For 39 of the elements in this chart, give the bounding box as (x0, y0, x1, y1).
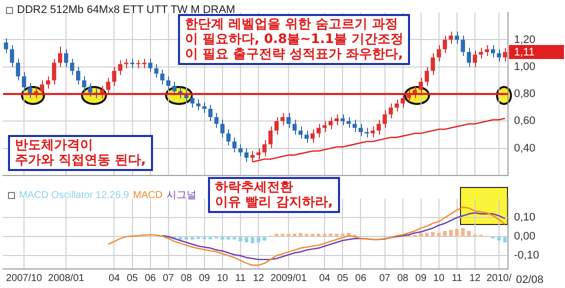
x-tick-label: 04 (319, 272, 331, 284)
x-tick-label: 2007/10 (6, 272, 43, 284)
x-tick-label: 07 (162, 272, 174, 284)
text: 1,11 (514, 46, 535, 58)
x-tick-label: 12 (469, 272, 481, 284)
x-tick-label: 09 (198, 272, 210, 284)
text: MACD (133, 190, 162, 200)
y-tick-label: 0,80 (514, 88, 536, 100)
x-tick-label: 06 (144, 272, 156, 284)
y-tick-label: 0,10 (514, 212, 536, 224)
x-tick-label: 08 (397, 272, 409, 284)
y-tick-label: 0,40 (514, 142, 536, 154)
annotation: 한단계 레벨업을 위한 숨고르기 과정 이 필요하다, 0.8불~1.1불 기간조정 이 필요 출구전략 성적표가 좌우한다, (185, 17, 404, 62)
x-tick-label: 05 (337, 272, 349, 284)
x-tick-label: 04 (108, 272, 120, 284)
x-tick-label: 2009/01 (270, 272, 308, 284)
x-tick-label: 2008/01 (48, 272, 85, 284)
x-tick-label: 09 (415, 272, 427, 284)
text: MACD Oscillator 12,26,9 (19, 190, 130, 200)
x-tick-label: 2010/ (486, 272, 512, 284)
x-tick-label: 11 (452, 272, 463, 284)
x-tick-label: 08 (180, 272, 192, 284)
y-tick-label: 1,00 (514, 60, 536, 73)
chart-title: DDR2 512Mb 64Mx8 ETT UTT TW M DRAM (17, 4, 236, 16)
x-tick-label: 07 (379, 272, 391, 284)
x-tick-label: 10 (216, 272, 228, 284)
x-tick-label: 12 (252, 272, 265, 284)
text: 시그널 (166, 189, 196, 202)
annotation: 하락추세전환 이유 빨리 감지하라, (208, 177, 340, 213)
y-tick-label: 0,60 (514, 115, 536, 128)
annotation: 반도체가격이 주가와 직접연동 된다, (8, 135, 153, 171)
x-tick-label: 11 (235, 272, 246, 284)
y-tick-label: -0,10 (514, 250, 540, 262)
y-tick-label: 1,20 (514, 34, 536, 46)
x-tick-label: 05 (126, 272, 138, 284)
x-tick-label: 10 (433, 272, 445, 284)
x-tick-label: 06 (355, 272, 367, 284)
y-tick-label: 0,00 (514, 230, 536, 243)
text: 02/08 (516, 274, 544, 287)
